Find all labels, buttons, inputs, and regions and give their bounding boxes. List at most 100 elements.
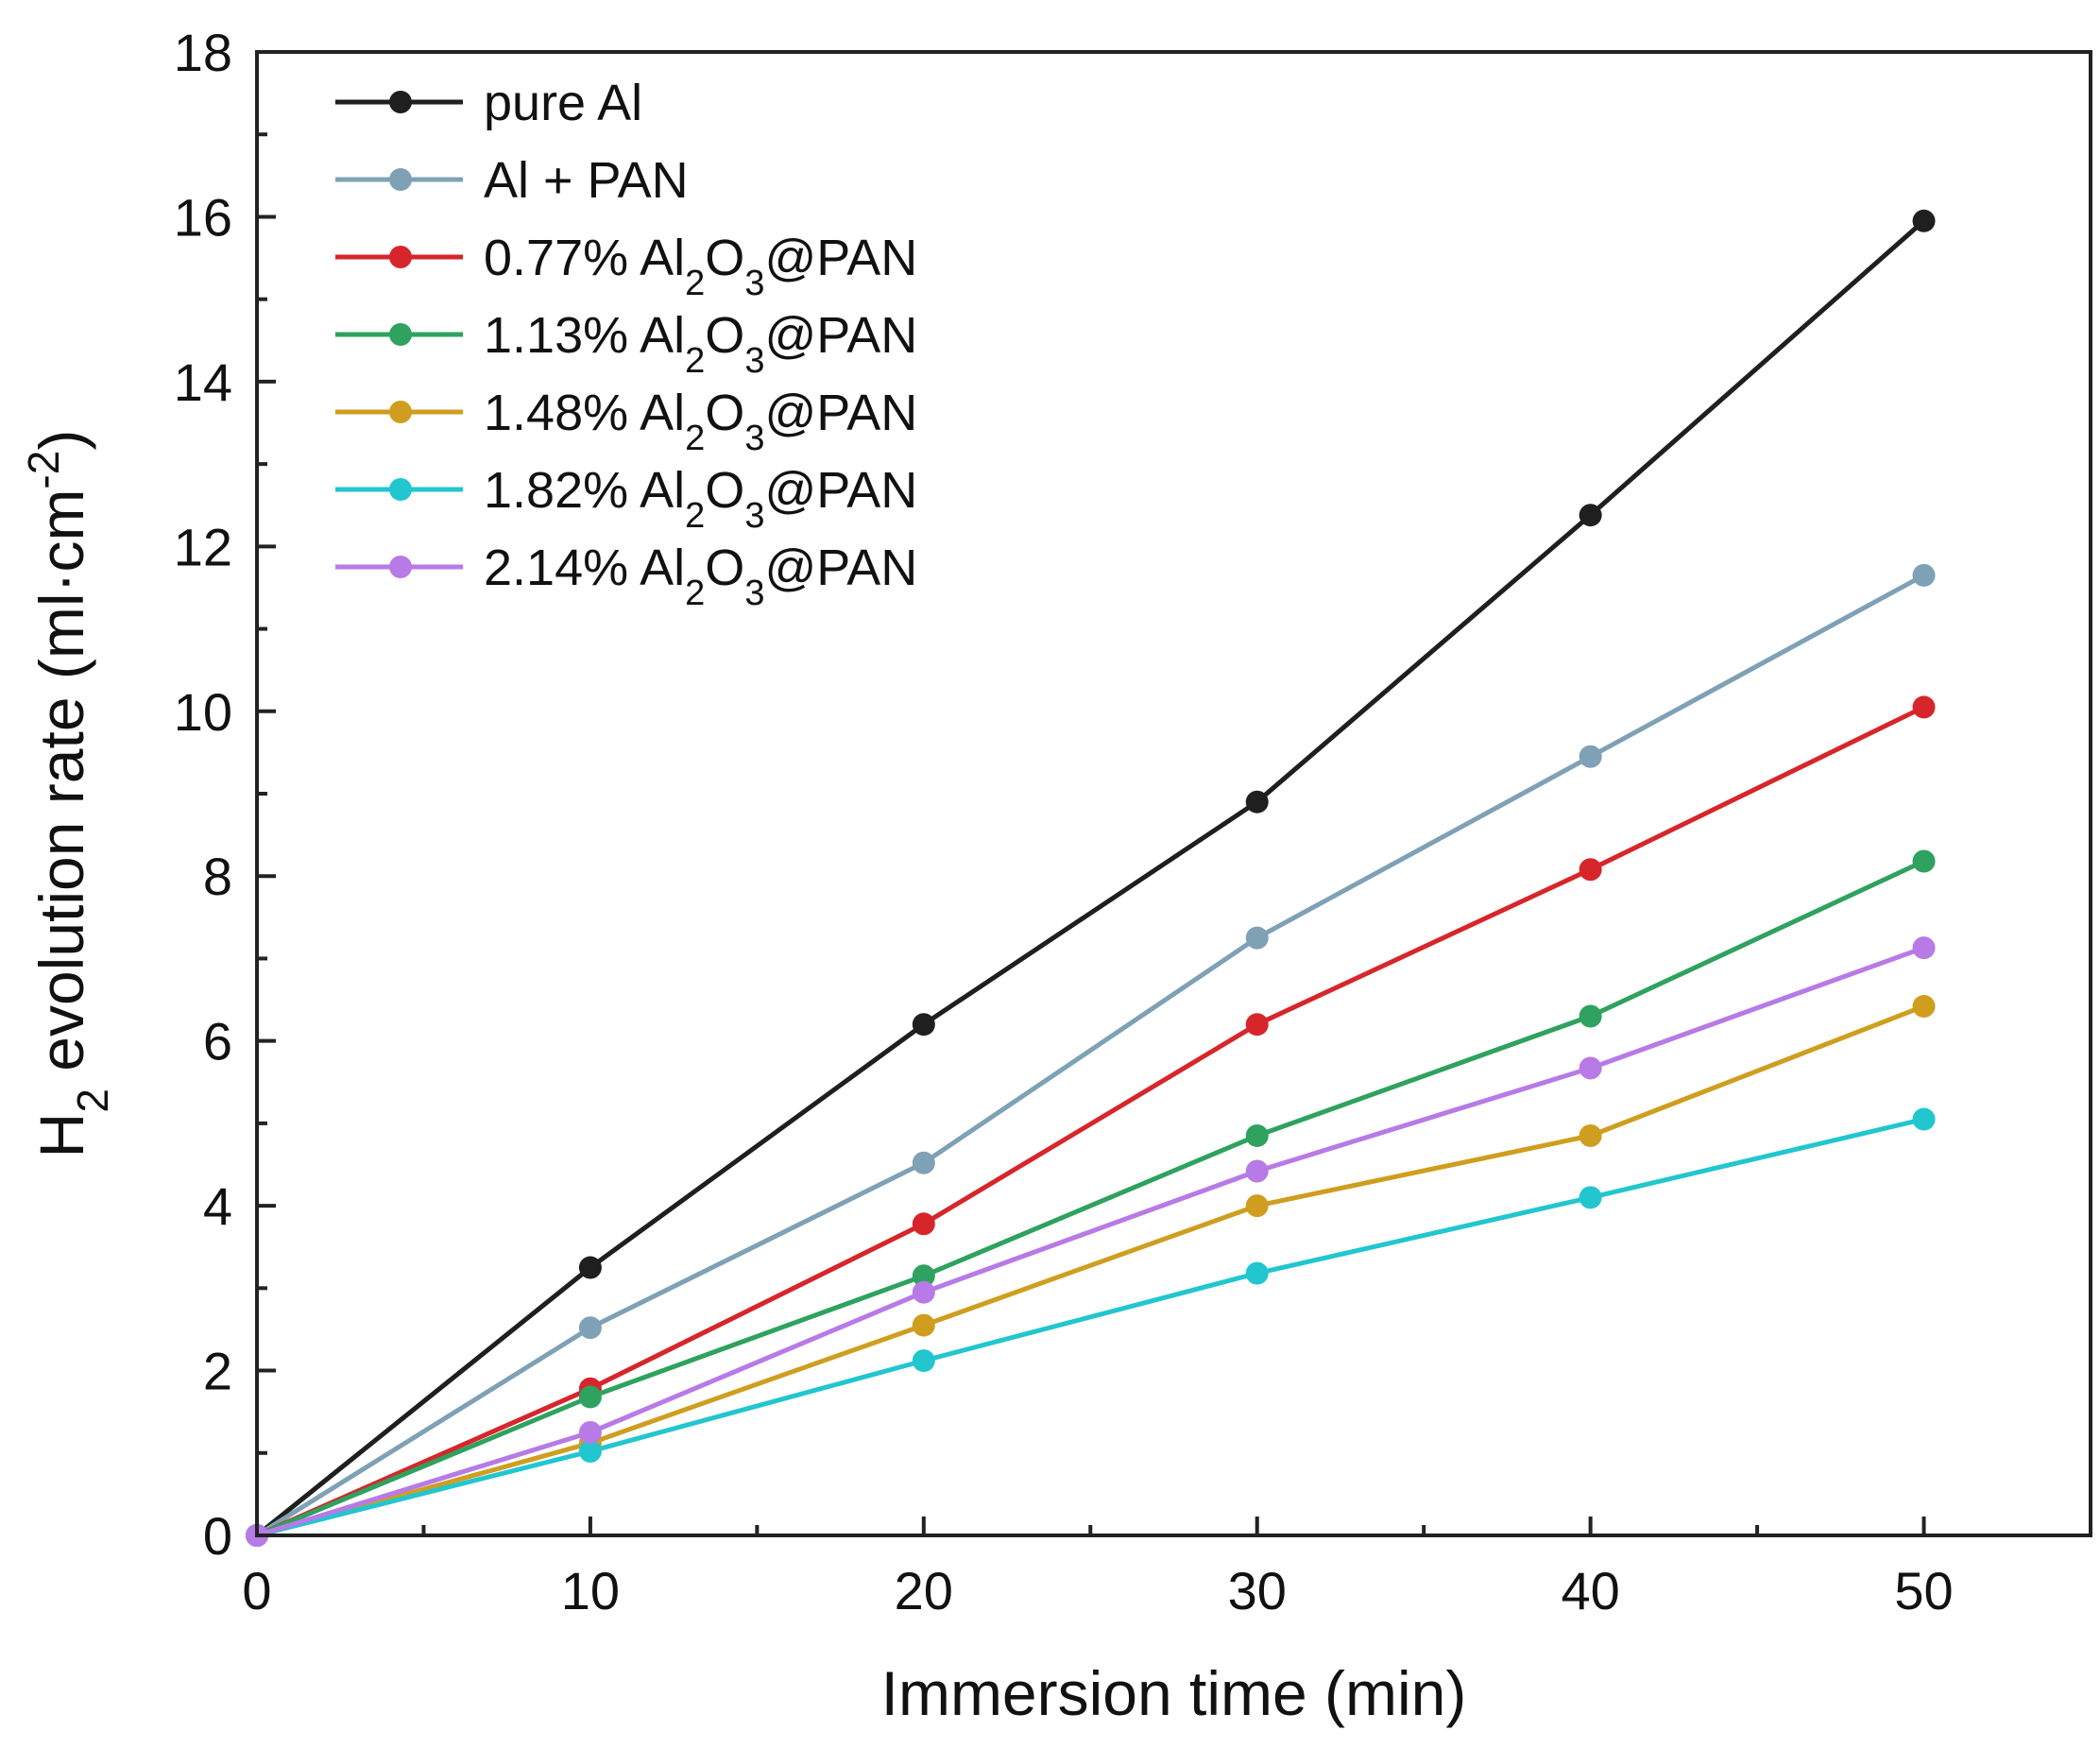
legend-label-part: 2 — [685, 496, 705, 536]
series-layer — [246, 209, 1936, 1547]
axis-layer: 0 10 20 30 40 50 0 2 4 6 8 10 12 14 16 18 — [174, 23, 2092, 1620]
x-tick-label: 30 — [1228, 1561, 1287, 1620]
data-point — [1245, 1194, 1269, 1218]
y-tick-label: 10 — [174, 682, 232, 742]
y-axis-title-sup: -2 — [19, 451, 68, 489]
legend-label-part: Al + PAN — [484, 152, 689, 209]
x-tick-label: 0 — [242, 1561, 271, 1620]
legend-label-part: @PAN — [764, 462, 917, 519]
legend-swatch-marker — [389, 478, 412, 501]
legend-label-part: @PAN — [764, 385, 917, 441]
y-tick-label: 8 — [203, 847, 232, 906]
legend-label: Al + PAN — [484, 152, 689, 209]
legend-label-part: 1.82% Al — [484, 462, 685, 519]
legend-label-part: 3 — [744, 341, 764, 381]
series-line — [255, 218, 1926, 1537]
series-line — [256, 1003, 1925, 1538]
legend-label-part: O — [705, 230, 744, 286]
legend-label-part: 3 — [744, 264, 764, 303]
legend-label-part: O — [705, 385, 744, 441]
data-point — [1579, 1186, 1602, 1209]
data-point — [1912, 849, 1936, 873]
legend-label: 2.14% Al2O3@PAN — [484, 540, 917, 613]
legend-label: 1.82% Al2O3@PAN — [484, 462, 917, 536]
legend-label: pure Al — [484, 75, 642, 131]
y-axis-title: H2 evolution rate (ml·cm-2) — [19, 430, 117, 1158]
data-point — [1245, 926, 1269, 950]
legend-label-part: 3 — [744, 496, 764, 536]
legend-item-1: Al + PAN — [335, 152, 689, 209]
legend-item-5: 1.82% Al2O3@PAN — [335, 462, 917, 536]
legend-label-part: O — [705, 307, 744, 364]
data-point — [578, 1385, 602, 1409]
legend-label-part: 1.13% Al — [484, 307, 685, 364]
data-point — [1912, 936, 1936, 960]
data-point — [578, 1256, 602, 1279]
legend-label-part: @PAN — [764, 307, 917, 364]
legend-label-part: @PAN — [764, 230, 917, 286]
legend-label-part: 2.14% Al — [484, 540, 685, 596]
data-point — [912, 1264, 935, 1288]
data-point — [1245, 1159, 1269, 1183]
data-point — [578, 1440, 602, 1464]
data-point — [912, 1280, 935, 1304]
data-point — [912, 1151, 935, 1174]
y-tick-label: 18 — [174, 23, 232, 82]
legend-item-0: pure Al — [335, 75, 642, 131]
data-point — [1579, 858, 1602, 882]
y-axis-title-main: evolution rate (ml·cm — [26, 489, 96, 1089]
legend-label: 1.48% Al2O3@PAN — [484, 385, 917, 458]
legend-label-part: 2 — [685, 341, 705, 381]
data-point — [1912, 995, 1936, 1019]
data-point — [1579, 1056, 1602, 1080]
legend-item-6: 2.14% Al2O3@PAN — [335, 540, 917, 613]
data-point — [1579, 1123, 1602, 1147]
legend-label-part: O — [705, 540, 744, 596]
legend-swatch-marker — [389, 323, 412, 346]
legend-label-part: 2 — [685, 419, 705, 458]
series-line — [256, 859, 1925, 1538]
y-tick-label: 0 — [203, 1506, 232, 1566]
series-line — [255, 573, 1925, 1538]
legend-label-part: O — [705, 462, 744, 519]
x-tick-label: 10 — [561, 1561, 620, 1620]
legend-label-part: 2 — [685, 264, 705, 303]
legend-swatch-marker — [389, 91, 412, 113]
data-point — [1912, 1107, 1936, 1131]
legend-swatch-marker — [389, 401, 412, 423]
y-tick-label: 14 — [174, 352, 232, 412]
legend-label-part: 2 — [685, 574, 705, 613]
y-axis-title-sub: 2 — [68, 1088, 117, 1113]
legend-item-2: 0.77% Al2O3@PAN — [335, 230, 917, 303]
legend-label-part: pure Al — [484, 75, 642, 131]
data-point — [1579, 745, 1602, 768]
legend-label: 1.13% Al2O3@PAN — [484, 307, 917, 381]
series-line — [256, 1117, 1925, 1538]
legend-swatch-marker — [389, 246, 412, 268]
data-point — [1579, 1004, 1602, 1028]
legend-label-part: 1.48% Al — [484, 385, 685, 441]
data-point — [1579, 504, 1602, 527]
data-point — [912, 1349, 935, 1373]
data-point — [1245, 1261, 1269, 1285]
data-point — [578, 1316, 602, 1340]
y-tick-label: 6 — [203, 1012, 232, 1071]
x-tick-label: 20 — [895, 1561, 953, 1620]
data-point — [1245, 1013, 1269, 1037]
legend-swatch-marker — [389, 556, 412, 578]
x-tick-label: 50 — [1894, 1561, 1953, 1620]
legend-label-part: 3 — [744, 574, 764, 613]
legend-label-part: @PAN — [764, 540, 917, 596]
x-tick-label: 40 — [1561, 1561, 1619, 1620]
data-point — [1912, 563, 1936, 587]
data-point — [1245, 1123, 1269, 1147]
data-point — [912, 1013, 935, 1037]
data-point — [912, 1313, 935, 1337]
x-axis-title: Immersion time (min) — [881, 1658, 1467, 1728]
legend-label-part: 0.77% Al — [484, 230, 685, 286]
series-line — [256, 945, 1925, 1538]
y-tick-label: 16 — [174, 187, 232, 247]
